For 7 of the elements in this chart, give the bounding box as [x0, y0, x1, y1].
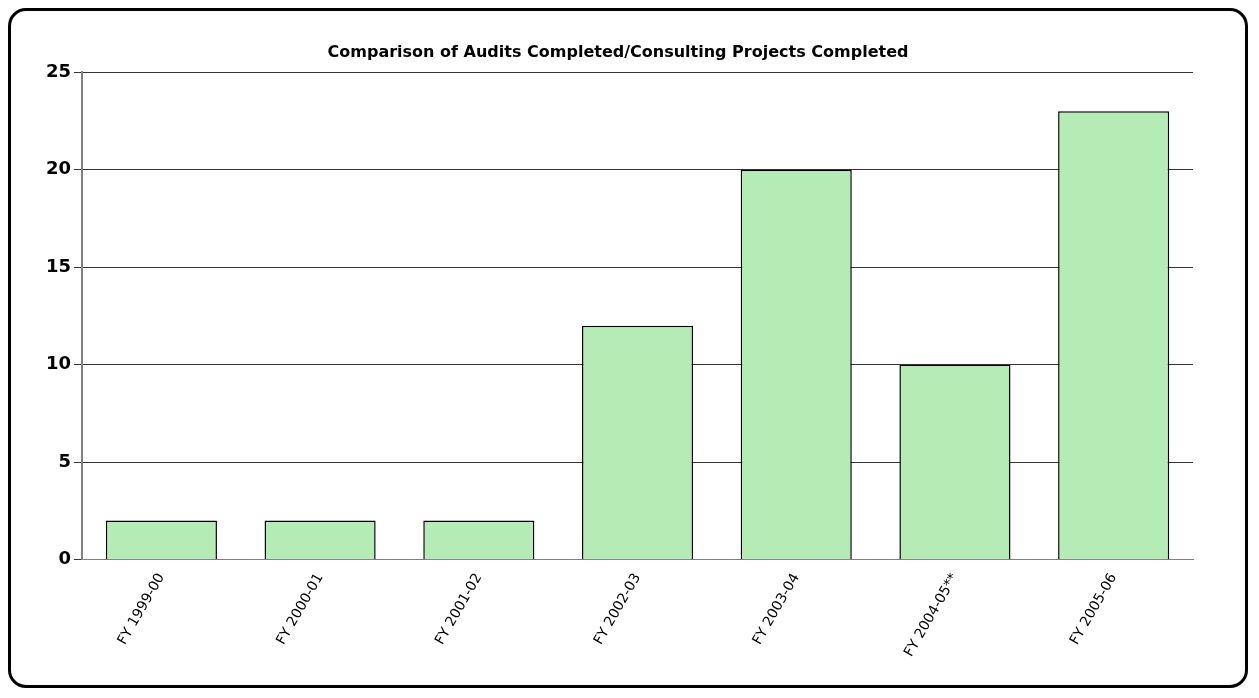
y-tick-label: 15: [45, 254, 72, 276]
y-tick-label: 25: [45, 59, 72, 81]
y-tick-label: 0: [58, 547, 72, 569]
chart-title: Comparison of Audits Completed/Consulting Projects Completed: [327, 41, 909, 61]
y-tick-label: 10: [45, 352, 72, 374]
y-tick-label: 5: [58, 449, 72, 471]
y-tick-label: 20: [45, 157, 72, 179]
